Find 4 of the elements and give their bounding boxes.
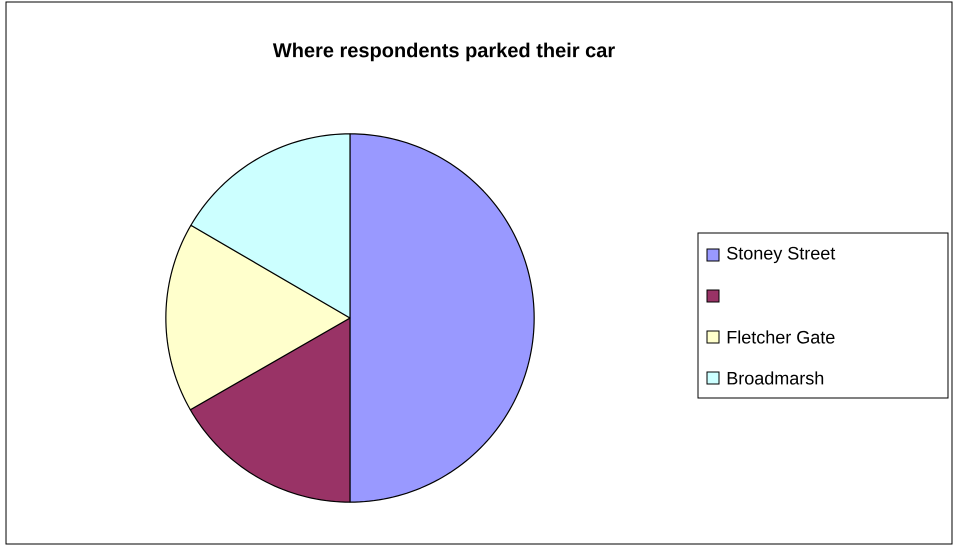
legend-label: Fletcher Gate: [728, 330, 835, 344]
legend-label: Broadmarsh: [728, 371, 824, 385]
chart-title: Where respondents parked their car: [272, 42, 615, 62]
legend-label: Stoney Street: [727, 246, 836, 264]
